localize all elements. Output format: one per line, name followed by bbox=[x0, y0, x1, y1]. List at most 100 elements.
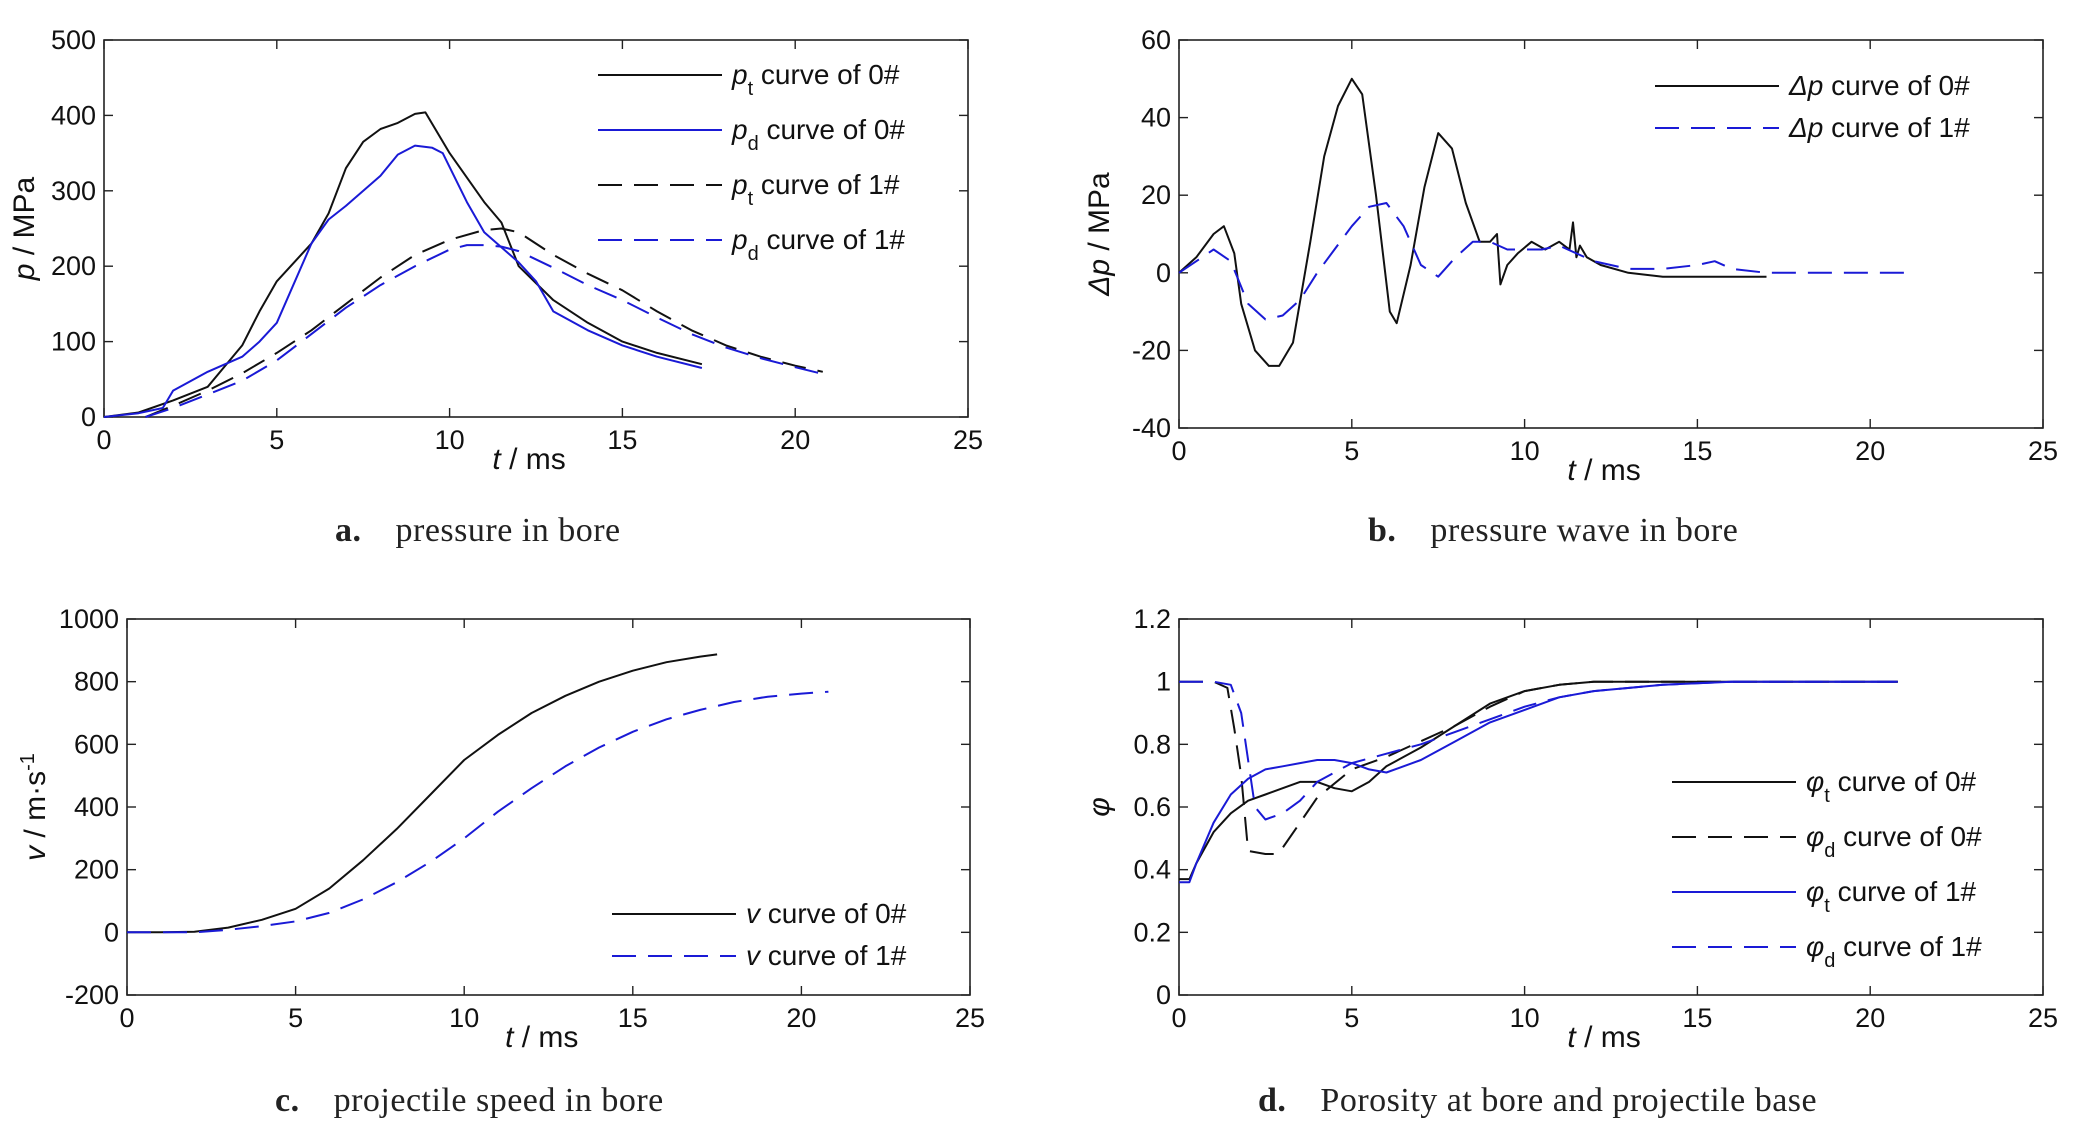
caption-b: b. pressure wave in bore bbox=[1368, 512, 1738, 550]
y-tick-label: 0 bbox=[104, 917, 119, 947]
legend-symbol: Δp bbox=[1788, 70, 1823, 101]
y-tick-label: 400 bbox=[74, 792, 119, 822]
legend-subscript: d bbox=[1824, 950, 1835, 972]
legend-subscript: d bbox=[748, 243, 759, 265]
y-tick-label: 300 bbox=[51, 176, 96, 206]
y-tick-label: 200 bbox=[51, 251, 96, 281]
y-tick-label: 0.8 bbox=[1133, 729, 1171, 759]
y-axis-label: φ bbox=[1083, 797, 1116, 817]
legend-symbol: p bbox=[731, 224, 748, 255]
y-tick-label: 400 bbox=[51, 100, 96, 130]
series-line-b-0 bbox=[1178, 77, 1767, 367]
x-tick-label: 10 bbox=[1510, 436, 1540, 466]
caption-b-letter: b. bbox=[1368, 512, 1397, 549]
x-tick-label: 25 bbox=[955, 1003, 985, 1033]
legend-label-a-1: pd curve of 0# bbox=[731, 114, 905, 155]
plot-frame bbox=[126, 618, 971, 996]
y-tick-label: 0 bbox=[81, 402, 96, 432]
x-tick-label: 0 bbox=[1171, 1003, 1186, 1033]
y-tick-label: 800 bbox=[74, 667, 119, 697]
x-tick-label: 15 bbox=[1682, 1003, 1712, 1033]
y-axis-label-var: p bbox=[8, 264, 41, 282]
y-axis-label-var: Δp bbox=[1083, 259, 1116, 297]
x-tick-label: 5 bbox=[1344, 436, 1359, 466]
plot-frame bbox=[103, 39, 969, 418]
legend-symbol: p bbox=[731, 114, 748, 145]
legend-text: curve of 1# bbox=[759, 224, 906, 255]
x-axis-label-var: t bbox=[1567, 454, 1577, 487]
y-tick-label: 500 bbox=[51, 25, 96, 55]
series-line-a-0 bbox=[103, 111, 703, 418]
x-axis-label-var: t bbox=[492, 443, 502, 476]
caption-c-text: projectile speed in bore bbox=[333, 1082, 664, 1119]
y-tick-label: 20 bbox=[1141, 180, 1171, 210]
x-tick-label: 25 bbox=[2028, 436, 2058, 466]
caption-d-text: Porosity at bore and projectile base bbox=[1320, 1082, 1818, 1119]
caption-c-letter: c. bbox=[275, 1082, 300, 1119]
x-tick-label: 5 bbox=[288, 1003, 303, 1033]
x-axis-label-unit: / ms bbox=[501, 443, 566, 476]
y-axis-label: Δp / MPa bbox=[1083, 172, 1116, 297]
y-tick-label: 0.6 bbox=[1133, 792, 1171, 822]
caption-a-text: pressure in bore bbox=[395, 512, 621, 549]
series-line-c-0 bbox=[127, 653, 718, 934]
y-tick-label: 1 bbox=[1156, 667, 1171, 697]
y-axis-label-unit: / MPa bbox=[1083, 172, 1116, 259]
x-tick-label: 20 bbox=[786, 1003, 816, 1033]
legend-subscript: t bbox=[1824, 785, 1830, 807]
legend-subscript: t bbox=[748, 188, 754, 210]
x-tick-label: 25 bbox=[2028, 1003, 2058, 1033]
legend-symbol: Δp bbox=[1788, 112, 1823, 143]
x-axis-label: t / ms bbox=[505, 1021, 578, 1054]
legend-text: curve of 0# bbox=[759, 114, 906, 145]
series-line-a-3 bbox=[145, 244, 824, 418]
legend-label-d-3: φd curve of 1# bbox=[1806, 931, 1982, 972]
legend-label-d-2: φt curve of 1# bbox=[1806, 876, 1977, 917]
y-axis-label: p / MPa bbox=[8, 177, 41, 282]
x-tick-label: 0 bbox=[96, 425, 111, 455]
y-tick-label: 0.4 bbox=[1133, 855, 1171, 885]
legend-subscript: t bbox=[1824, 895, 1830, 917]
caption-c: c. projectile speed in bore bbox=[275, 1082, 664, 1120]
x-tick-label: 10 bbox=[435, 425, 465, 455]
y-axis-label-var: φ bbox=[1083, 797, 1116, 817]
y-axis-label-var: v bbox=[19, 844, 52, 861]
x-tick-label: 15 bbox=[1682, 436, 1712, 466]
legend-text: curve of 1# bbox=[760, 940, 907, 971]
caption-a-letter: a. bbox=[335, 512, 362, 549]
legend-text: curve of 1# bbox=[753, 169, 900, 200]
series-line-d-3 bbox=[1179, 680, 1898, 821]
legend-symbol: v bbox=[746, 940, 762, 971]
y-tick-label: 600 bbox=[74, 729, 119, 759]
y-tick-label: 200 bbox=[74, 855, 119, 885]
x-axis-label-unit: / ms bbox=[513, 1021, 578, 1054]
x-tick-label: 0 bbox=[1171, 436, 1186, 466]
legend-label-d-0: φt curve of 0# bbox=[1806, 766, 1977, 807]
y-tick-label: -200 bbox=[65, 980, 119, 1010]
legend-symbol: φ bbox=[1806, 821, 1824, 852]
legend-subscript: d bbox=[1824, 840, 1835, 862]
x-axis-label-unit: / ms bbox=[1576, 1021, 1641, 1054]
series-line-a-2 bbox=[145, 227, 824, 418]
x-tick-label: 0 bbox=[119, 1003, 134, 1033]
y-tick-label: 0.2 bbox=[1133, 917, 1171, 947]
legend-label-c-0: v curve of 0# bbox=[746, 898, 907, 929]
series-line-d-1 bbox=[1179, 680, 1898, 855]
y-tick-label: 60 bbox=[1141, 25, 1171, 55]
series-line-b-1 bbox=[1178, 202, 1905, 321]
caption-a: a. pressure in bore bbox=[335, 512, 621, 550]
x-tick-label: 5 bbox=[1344, 1003, 1359, 1033]
legend-label-b-0: Δp curve of 0# bbox=[1788, 70, 1970, 101]
legend-text: curve of 1# bbox=[1823, 112, 1970, 143]
y-axis-label-sup: -1 bbox=[17, 753, 39, 771]
x-axis-label-unit: / ms bbox=[1576, 454, 1641, 487]
y-tick-label: 0 bbox=[1156, 258, 1171, 288]
y-axis-label-unit: / m·s bbox=[19, 771, 52, 846]
legend-text: curve of 0# bbox=[760, 898, 907, 929]
legend-symbol: φ bbox=[1806, 876, 1824, 907]
